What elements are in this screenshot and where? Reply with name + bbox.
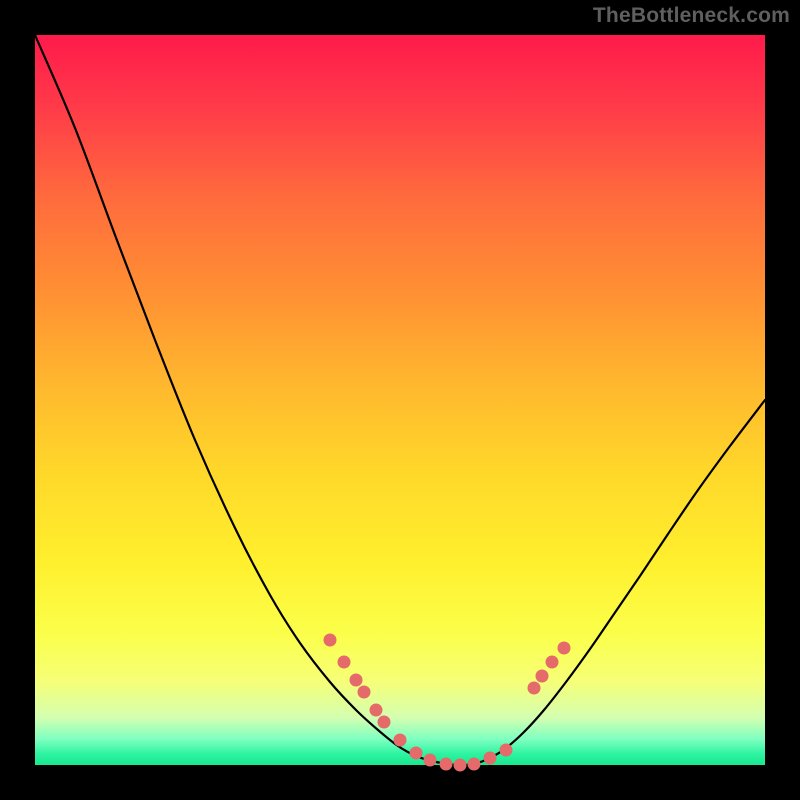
curve-marker xyxy=(370,704,383,717)
gradient-background xyxy=(35,35,765,765)
curve-marker xyxy=(410,747,423,760)
curve-marker xyxy=(500,744,513,757)
curve-marker xyxy=(378,716,391,729)
curve-marker xyxy=(484,752,497,765)
chart-stage: { "canvas": { "width": 800, "height": 80… xyxy=(0,0,800,800)
bottleneck-curve-chart xyxy=(0,0,800,800)
curve-marker xyxy=(440,758,453,771)
watermark-text: TheBottleneck.com xyxy=(593,4,790,28)
curve-marker xyxy=(528,682,541,695)
curve-marker xyxy=(536,670,549,683)
curve-marker xyxy=(424,754,437,767)
curve-marker xyxy=(546,656,559,669)
curve-marker xyxy=(338,656,351,669)
curve-marker xyxy=(558,642,571,655)
curve-marker xyxy=(454,759,467,772)
curve-marker xyxy=(358,686,371,699)
curve-marker xyxy=(350,674,363,687)
curve-marker xyxy=(394,734,407,747)
curve-marker xyxy=(468,758,481,771)
curve-marker xyxy=(324,634,337,647)
